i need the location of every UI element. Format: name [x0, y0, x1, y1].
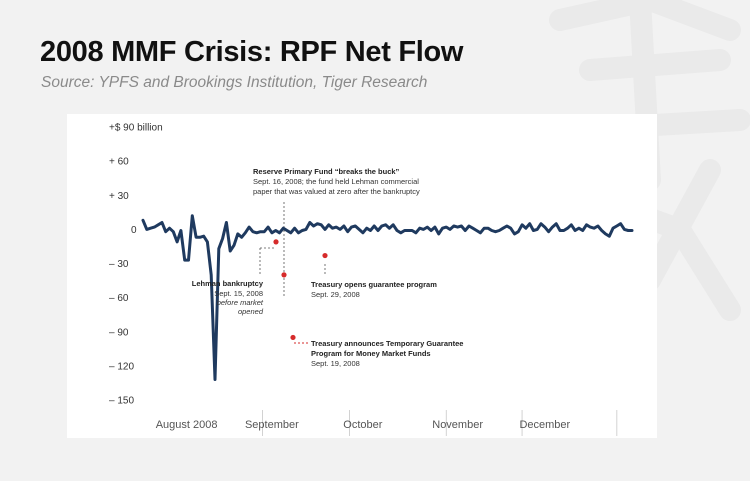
x-tick-label: December	[519, 419, 570, 431]
source-subtitle: Source: YPFS and Brookings Institution, …	[41, 74, 428, 91]
x-tick-label: September	[245, 419, 299, 431]
chart-panel: +$ 90 billion + 60 + 30 0 – 30 – 60 – 90 – 120 –…	[67, 114, 657, 438]
tgp-title-1: Treasury announces Temporary Guarantee	[311, 339, 463, 348]
breaks-buck-line-1: Sept. 16, 2008; the fund held Lehman com…	[253, 177, 419, 186]
lehman-date: Sept. 15, 2008	[214, 289, 263, 298]
y-tick-label: – 150	[109, 396, 134, 407]
breaks-buck-title: Reserve Primary Fund “breaks the buck”	[253, 167, 400, 176]
lehman-note-1: before market	[217, 298, 264, 307]
x-tick-label: August 2008	[156, 419, 218, 431]
series-line	[141, 214, 634, 381]
lehman-title: Lehman bankruptcy	[192, 279, 264, 288]
tgp-date: Sept. 19, 2008	[311, 359, 360, 368]
event-marker	[273, 239, 279, 245]
x-tick-label: November	[432, 419, 483, 431]
x-axis: August 2008 September October November Decem…	[156, 410, 618, 436]
y-tick-label: + 30	[109, 191, 129, 202]
tgp-title-2: Program for Money Market Funds	[311, 349, 431, 358]
y-tick-label: – 30	[109, 259, 129, 270]
line-chart: +$ 90 billion + 60 + 30 0 – 30 – 60 – 90 – 120 –…	[109, 123, 634, 436]
guarantee-open-title: Treasury opens guarantee program	[311, 280, 437, 289]
x-tick-label: October	[343, 419, 382, 431]
event-marker	[322, 252, 328, 259]
y-tick-label: – 90	[109, 327, 129, 338]
y-tick-label: – 60	[109, 293, 129, 304]
page-title: 2008 MMF Crisis: RPF Net Flow	[40, 36, 464, 68]
y-tick-label: +$ 90 billion	[109, 123, 163, 134]
y-tick-label: + 60	[109, 157, 129, 168]
y-tick-label: 0	[131, 225, 137, 236]
y-tick-label: – 120	[109, 361, 134, 372]
event-marker	[290, 334, 296, 341]
event-markers	[273, 239, 328, 341]
guarantee-open-date: Sept. 29, 2008	[311, 290, 360, 299]
breaks-buck-line-2: paper that was valued at zero after the …	[253, 187, 420, 196]
lehman-note-2: opened	[238, 307, 264, 316]
y-axis: +$ 90 billion + 60 + 30 0 – 30 – 60 – 90 – 120 –…	[109, 123, 163, 407]
event-marker	[281, 272, 287, 278]
